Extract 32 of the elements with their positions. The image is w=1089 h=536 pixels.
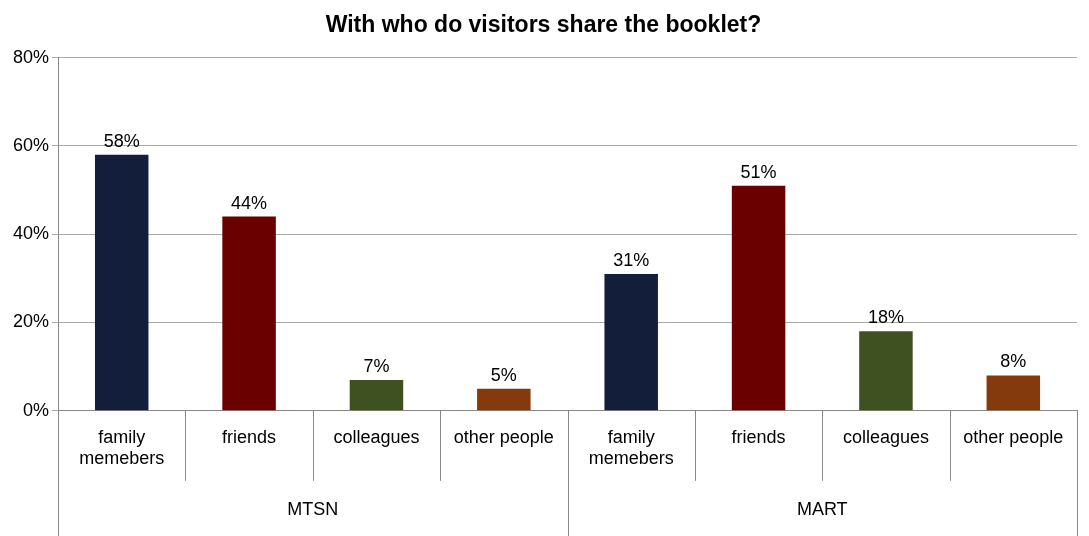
x-tick-label: other people: [453, 426, 554, 447]
bar: [859, 331, 913, 411]
x-tick-label: colleagues: [333, 426, 420, 447]
bar: [349, 379, 404, 411]
data-label: 51%: [740, 161, 777, 182]
bar: [986, 375, 1041, 411]
bar: [477, 388, 531, 411]
y-tick-label: 40%: [13, 223, 50, 244]
chart-title: With who do visitors share the booklet?: [325, 11, 762, 38]
y-tick-label: 60%: [13, 134, 50, 155]
x-tick-label: other people: [963, 426, 1064, 447]
data-label: 31%: [613, 249, 650, 270]
y-tick-label: 80%: [13, 46, 50, 67]
bar: [222, 216, 276, 411]
text: MART: [796, 498, 848, 519]
x-tick-label: colleagues: [842, 426, 929, 447]
data-label: 18%: [867, 307, 904, 328]
x-tick-label: family memebers: [588, 426, 674, 469]
x-tick-label: friends: [731, 426, 786, 447]
data-label: 44%: [231, 192, 268, 213]
x-tick-label: friends: [222, 426, 277, 447]
data-label: 58%: [103, 130, 140, 151]
y-tick-label: 20%: [13, 311, 50, 332]
y-tick-label: 0%: [23, 399, 50, 420]
text: MTSN: [287, 498, 339, 519]
bar: [604, 273, 658, 411]
x-tick-label: family memebers: [79, 426, 165, 469]
data-label: 5%: [490, 364, 517, 385]
bar: [94, 154, 149, 411]
data-label: 8%: [1000, 351, 1027, 372]
bar: [731, 185, 786, 411]
data-label: 7%: [363, 355, 390, 376]
